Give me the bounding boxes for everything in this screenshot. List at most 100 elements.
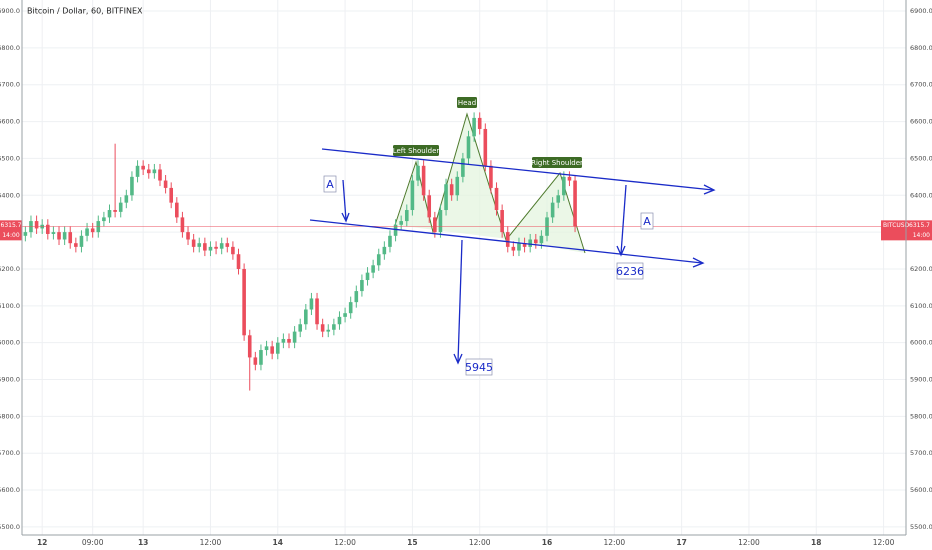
y-tick-label: 6500.0 xyxy=(910,154,932,162)
candle-body xyxy=(135,165,140,177)
candle-body xyxy=(304,309,308,325)
candle-body xyxy=(124,195,129,203)
y-tick-label: 5900.0 xyxy=(0,376,20,384)
candle-body xyxy=(180,217,185,233)
price-tag xyxy=(0,220,22,241)
arrow-head xyxy=(703,184,716,195)
annotation-box xyxy=(323,175,337,193)
x-tick-label: 17 xyxy=(676,538,686,547)
pattern-label-box xyxy=(393,145,439,156)
candle-body xyxy=(231,246,235,255)
candle-body xyxy=(23,232,28,236)
candle-body xyxy=(472,117,476,137)
candle-body xyxy=(416,165,420,181)
candle-body xyxy=(62,232,67,240)
candle-body xyxy=(113,210,117,212)
candle-body xyxy=(219,243,224,249)
pattern-label: Right Shoulder xyxy=(531,159,583,167)
candle-body xyxy=(354,291,359,303)
candle-body xyxy=(208,246,213,251)
pattern-fill xyxy=(395,114,585,253)
y-tick-label: 5500.0 xyxy=(910,523,932,531)
head-shoulders-pattern xyxy=(394,112,586,254)
candle-body xyxy=(410,180,415,211)
x-tick-label: 12:00 xyxy=(334,538,356,547)
arrow-head xyxy=(616,245,626,257)
countdown-label: 14:00 xyxy=(913,232,930,239)
candle-body xyxy=(337,316,342,325)
candle-body xyxy=(320,324,325,332)
y-tick-label: 6100.0 xyxy=(910,302,932,310)
price-tag-label: 6315.7 xyxy=(1,222,22,229)
x-tick-label: 12 xyxy=(37,538,47,547)
arrow xyxy=(457,239,463,363)
y-tick-label: 6400.0 xyxy=(910,191,932,199)
x-tick-label: 12:00 xyxy=(873,538,895,547)
candle-body xyxy=(163,180,168,188)
arrow-head xyxy=(692,257,705,268)
y-tick-label: 6500.0 xyxy=(0,154,20,162)
annotation-box xyxy=(616,262,644,280)
y-tick-label: 5700.0 xyxy=(0,449,20,457)
x-tick-label: 12:00 xyxy=(738,538,760,547)
candle-body xyxy=(348,302,353,314)
x-tick-label: 15 xyxy=(407,538,417,547)
candle-body xyxy=(57,232,61,240)
x-tick-label: 12:00 xyxy=(604,538,626,547)
candle-body xyxy=(528,239,532,247)
candle-body xyxy=(483,128,488,166)
candle-body xyxy=(427,195,432,218)
candle-body xyxy=(326,329,331,332)
y-tick-label: 5600.0 xyxy=(0,486,20,494)
candle-body xyxy=(505,232,510,247)
candle-body xyxy=(169,187,174,203)
candle-body xyxy=(466,136,471,159)
candle-body xyxy=(214,246,218,249)
candle-body xyxy=(34,221,39,229)
candle-body xyxy=(152,169,157,174)
pattern-line xyxy=(394,112,586,254)
y-tick-label: 5500.0 xyxy=(0,523,20,531)
y-tick-label: 6400.0 xyxy=(0,191,20,199)
y-tick-label: 6700.0 xyxy=(0,81,20,89)
candle-body xyxy=(489,165,493,188)
x-tick-label: 13 xyxy=(138,538,148,547)
drawings xyxy=(309,148,716,365)
candle-body xyxy=(494,187,499,211)
candle-body xyxy=(511,246,516,251)
y-tick-label: 6000.0 xyxy=(910,339,932,347)
grid xyxy=(22,0,906,535)
price-tag-label: 6315.7 xyxy=(909,222,930,229)
candle-body xyxy=(186,232,190,240)
candle-body xyxy=(287,338,291,343)
candle-body xyxy=(118,202,123,212)
candle-body xyxy=(332,324,336,330)
channel-bottom xyxy=(309,219,703,264)
candle-body xyxy=(191,239,196,247)
y-tick-label: 5800.0 xyxy=(0,412,20,420)
candle-body xyxy=(522,243,527,247)
candle-body xyxy=(444,184,448,211)
annotation: 5945 xyxy=(465,361,493,374)
candle-body xyxy=(259,350,263,365)
candle-body xyxy=(253,357,258,365)
annotation-box xyxy=(465,358,493,376)
candle-body xyxy=(399,221,403,225)
x-tick-label: 12:00 xyxy=(200,538,222,547)
pattern-label-box xyxy=(532,157,582,168)
candle-body xyxy=(141,165,145,170)
candle-body xyxy=(573,180,577,227)
candle-body xyxy=(292,331,297,343)
arrow xyxy=(620,184,627,255)
y-tick-label: 5700.0 xyxy=(910,449,932,457)
x-tick-label: 16 xyxy=(542,538,552,547)
candle-body xyxy=(382,246,387,255)
annotation: A xyxy=(326,178,334,191)
candle-body xyxy=(477,117,482,129)
candle-body xyxy=(393,224,398,236)
candle-body xyxy=(281,338,286,343)
countdown-label: 14:00 xyxy=(2,232,19,239)
labels: 5500.0 5500.0 5600.0 5600.0 5700.0 5700.0 5800… xyxy=(0,7,932,547)
y-tick-label: 5900.0 xyxy=(910,376,932,384)
